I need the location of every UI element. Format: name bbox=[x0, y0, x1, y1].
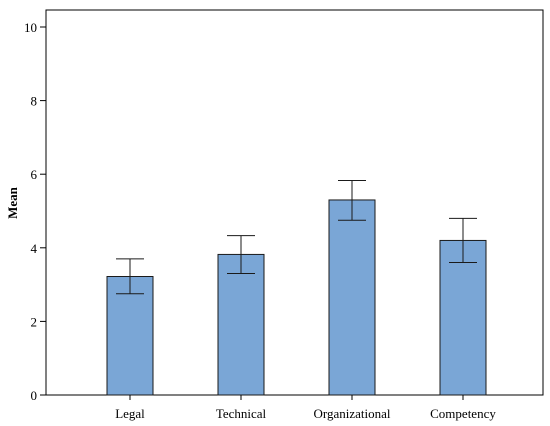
bar-technical bbox=[217, 253, 265, 396]
y-tick-label-10: 10 bbox=[24, 20, 37, 35]
bar-competency bbox=[439, 239, 487, 396]
y-tick-label-6: 6 bbox=[31, 167, 38, 182]
error-bar-technical bbox=[227, 235, 255, 275]
error-bar-organizational bbox=[338, 179, 366, 221]
y-axis-title: Mean bbox=[5, 186, 20, 219]
y-tick-label-4: 4 bbox=[31, 241, 38, 256]
x-tick-label-legal: Legal bbox=[115, 406, 145, 421]
x-tick-label-technical: Technical bbox=[216, 406, 267, 421]
y-tick-label-8: 8 bbox=[31, 94, 38, 109]
bars bbox=[106, 199, 487, 396]
x-tick-label-competency: Competency bbox=[430, 406, 496, 421]
error-bar-legal bbox=[116, 258, 144, 295]
y-axis: 0 2 4 6 8 10 bbox=[24, 10, 47, 403]
y-tick-label-0: 0 bbox=[31, 388, 38, 403]
bar-organizational bbox=[328, 199, 376, 396]
error-bar-competency bbox=[449, 217, 477, 264]
x-tick-labels: Legal Technical Organizational Competency bbox=[115, 395, 496, 421]
error-bars bbox=[116, 179, 477, 295]
x-tick-label-organizational: Organizational bbox=[313, 406, 390, 421]
y-tick-label-2: 2 bbox=[31, 314, 38, 329]
